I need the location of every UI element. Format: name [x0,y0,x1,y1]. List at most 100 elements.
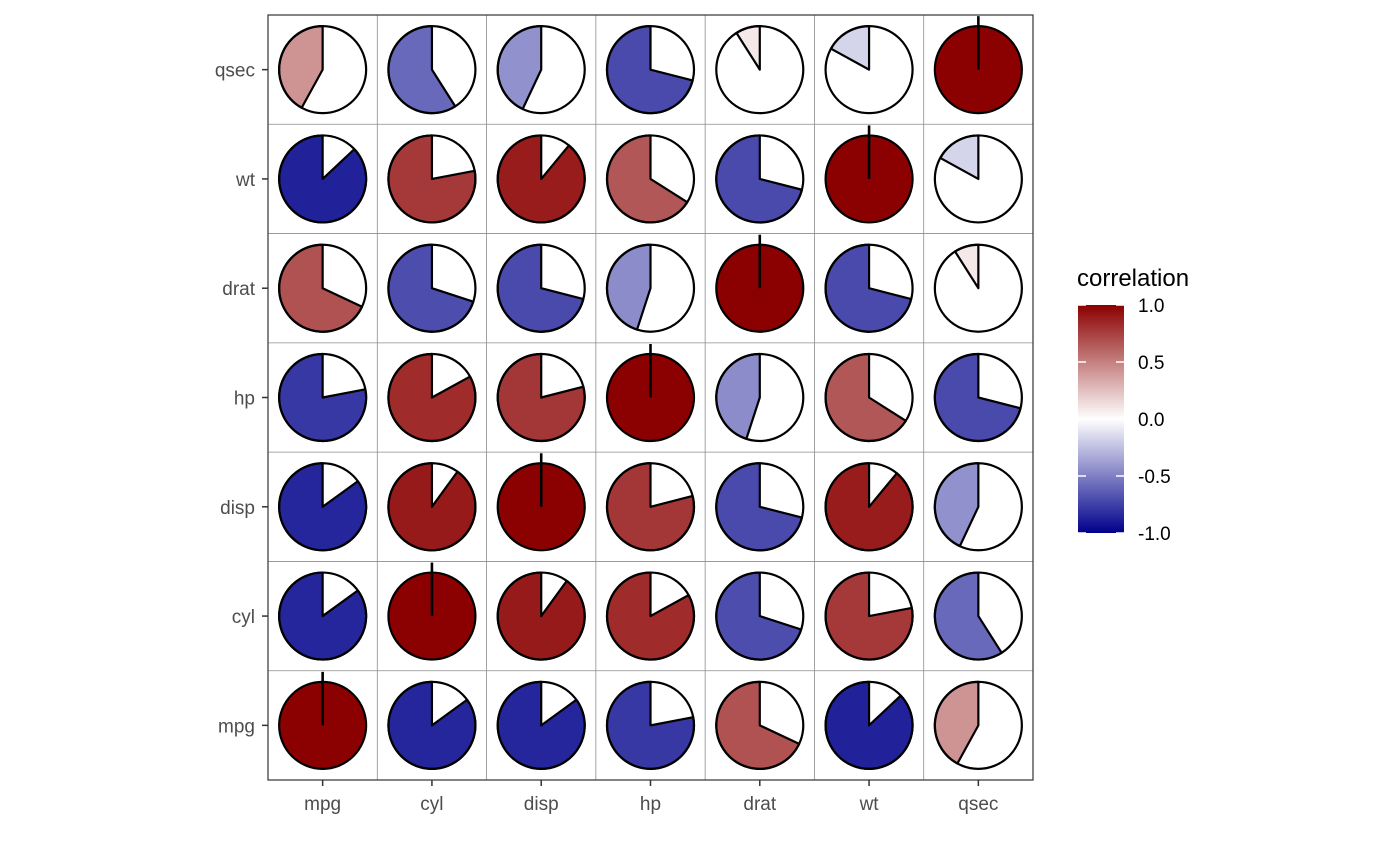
pie-disp-qsec [933,462,1023,552]
pie-outline [605,134,696,224]
pie-qsec-mpg [278,25,368,115]
x-tick-label: drat [743,794,776,815]
y-tick-label: wt [235,170,256,191]
pie-disp-drat [715,462,805,552]
pie-outline [387,680,477,770]
pie-drat-wt [824,243,914,333]
pie-outline [933,243,1023,333]
pie-cyl-mpg [278,571,368,661]
pie-outline [387,134,477,224]
pie-mpg-drat [715,680,805,770]
x-tick-label: mpg [304,794,341,815]
pie-outline [824,571,914,661]
legend-tick-label: -0.5 [1138,467,1171,488]
pie-outline [715,25,805,115]
pie-outline [715,352,805,443]
pie-hp-cyl [387,352,477,443]
pie-outline [278,25,368,115]
pie-qsec-hp [605,25,696,115]
pie-outline [605,680,696,770]
legend-tick-label: 1.0 [1138,296,1164,317]
pie-mpg-cyl [387,680,477,770]
y-tick-label: qsec [215,61,255,82]
pie-outline [496,680,586,770]
legend: correlation 1.0 0.5 0.0 -0.5 -1.0 [1077,265,1189,545]
pie-outline [715,571,805,661]
pie-mpg-hp [605,680,696,770]
pie-outline [933,352,1023,443]
pie-hp-wt [824,352,914,443]
legend-tick-label: 0.5 [1138,353,1164,374]
pie-drat-qsec [933,243,1023,333]
pie-qsec-disp [496,25,586,115]
pie-outline [387,25,477,115]
pie-disp-disp [496,453,586,552]
pie-outline [496,134,586,224]
pie-outline [715,680,805,770]
pie-outline [605,571,696,661]
pie-disp-wt [824,462,914,552]
y-tick-label: drat [222,279,255,300]
axes: mpg cyl disp hp drat wt qsec mpg cyl disp hp drat wt… [215,61,999,815]
pie-disp-cyl [387,462,477,552]
pie-cells [278,16,1023,770]
y-tick-label: mpg [218,716,255,737]
x-tick-label: qsec [958,794,998,815]
pie-outline [605,462,696,552]
pie-wt-hp [605,134,696,224]
pie-qsec-drat [715,25,805,115]
pie-outline [933,571,1023,661]
pie-outline [496,25,586,115]
pie-outline [496,243,586,333]
pie-outline [496,352,586,443]
pie-wt-disp [496,134,586,224]
pie-outline [605,25,696,115]
pie-drat-hp [605,243,696,333]
pie-mpg-wt [824,680,914,770]
legend-tick-label: 0.0 [1138,410,1164,431]
x-tick-label: hp [640,794,661,815]
pie-wt-drat [715,134,805,224]
x-tick-label: wt [859,794,880,815]
pie-outline [387,352,477,443]
pie-hp-hp [605,344,696,443]
pie-outline [824,680,914,770]
pie-cyl-drat [715,571,805,661]
legend-tick-label: -1.0 [1138,524,1171,545]
pie-drat-mpg [278,243,368,333]
pie-wt-cyl [387,134,477,224]
pie-wt-qsec [933,134,1023,224]
pie-drat-cyl [387,243,477,333]
pie-cyl-wt [824,571,914,661]
pie-outline [387,243,477,333]
y-tick-label: cyl [232,607,255,628]
x-tick-label: cyl [420,794,443,815]
pie-mpg-disp [496,680,586,770]
pie-hp-qsec [933,352,1023,443]
pie-outline [278,462,368,552]
x-tick-label: disp [524,794,559,815]
pie-wt-mpg [278,134,368,224]
pie-cyl-qsec [933,571,1023,661]
y-tick-label: disp [220,498,255,519]
pie-cyl-disp [496,571,586,661]
pie-cyl-hp [605,571,696,661]
pie-qsec-cyl [387,25,477,115]
pie-outline [278,571,368,661]
pie-hp-disp [496,352,586,443]
pie-outline [933,680,1023,770]
pie-outline [933,134,1023,224]
pie-hp-drat [715,352,805,443]
pie-outline [605,243,696,333]
pie-drat-drat [715,234,805,333]
pie-qsec-wt [824,25,914,115]
pie-outline [824,462,914,552]
pie-disp-mpg [278,462,368,552]
pie-outline [933,462,1023,552]
legend-title: correlation [1077,265,1189,292]
pie-disp-hp [605,462,696,552]
pie-mpg-qsec [933,680,1023,770]
pie-outline [824,243,914,333]
pie-outline [715,462,805,552]
